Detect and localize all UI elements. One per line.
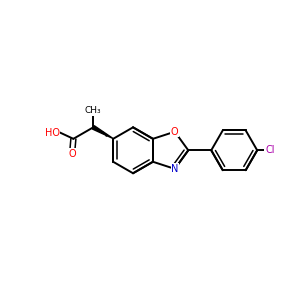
Text: O: O: [68, 149, 76, 159]
Text: Cl: Cl: [265, 145, 274, 155]
Text: CH₃: CH₃: [85, 106, 102, 115]
Text: O: O: [171, 127, 178, 137]
Text: N: N: [171, 164, 178, 174]
Text: HO: HO: [45, 128, 60, 137]
Polygon shape: [92, 126, 113, 139]
